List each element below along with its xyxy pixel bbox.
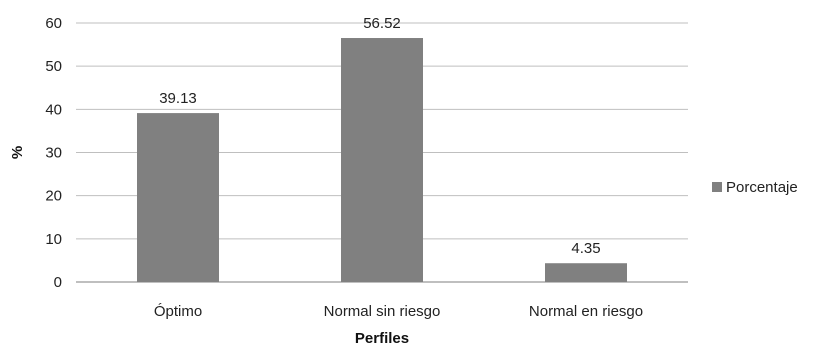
data-label: 56.52 xyxy=(363,15,401,32)
y-tick-label: 10 xyxy=(45,231,62,248)
legend-label-porcentaje: Porcentaje xyxy=(726,179,798,196)
y-axis-title: % xyxy=(9,146,26,159)
bar xyxy=(545,263,627,282)
y-tick-labels: 0 10 20 30 40 50 60 xyxy=(45,15,62,291)
legend: Porcentaje xyxy=(712,179,798,196)
y-tick-label: 0 xyxy=(54,274,62,291)
bar xyxy=(137,113,219,282)
x-category-label: Óptimo xyxy=(154,303,202,320)
bar xyxy=(341,38,423,282)
data-labels: 39.13 56.52 4.35 xyxy=(159,15,600,257)
x-category-label: Normal sin riesgo xyxy=(324,303,441,320)
bars xyxy=(137,38,627,282)
y-tick-label: 30 xyxy=(45,145,62,162)
data-label: 39.13 xyxy=(159,90,197,107)
y-tick-label: 60 xyxy=(45,15,62,32)
y-tick-label: 40 xyxy=(45,101,62,118)
x-category-labels: Óptimo Normal sin riesgo Normal en riesgo xyxy=(154,303,643,320)
y-tick-label: 50 xyxy=(45,58,62,75)
x-axis-title: Perfiles xyxy=(355,330,409,347)
data-label: 4.35 xyxy=(571,240,600,257)
legend-swatch xyxy=(712,182,722,192)
y-tick-label: 20 xyxy=(45,188,62,205)
x-category-label: Normal en riesgo xyxy=(529,303,643,320)
